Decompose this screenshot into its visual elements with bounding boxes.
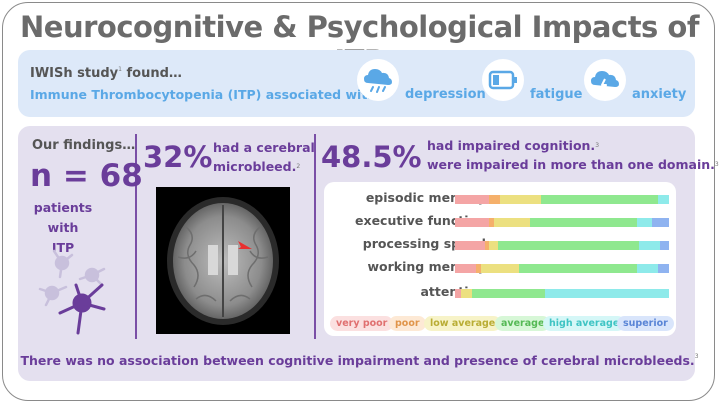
bar-segment-poor [484,241,490,250]
microbleed-percent: 32% [143,140,213,174]
bar-segment-high-average [544,289,669,298]
findings-heading: Our findings… [32,138,136,153]
bar-segment-poor [476,264,481,273]
anxiety-label: anxiety [632,87,687,102]
fatigue-label: fatigue [530,87,583,102]
patients-line-2: ITP [51,240,75,255]
bar-segment-average [519,264,637,273]
sample-size: n = 68 [30,158,143,194]
cognition-percent: 48.5% [321,140,422,174]
iwish-found-label: found… [121,66,182,81]
iwish-study-label: IWISh study [30,66,119,81]
iwish-heading: IWISh study1 found… [30,66,182,81]
reference-3a: 3 [595,142,600,149]
bar-segment-superior [660,241,669,250]
legend-item: high average [543,316,626,331]
depression-label: depression [405,87,486,102]
divider-right [314,134,316,339]
footer-text: There was no association between cogniti… [20,353,695,368]
domain-label: executive function [355,213,486,228]
footer-conclusion: There was no association between cogniti… [0,353,719,368]
legend-item: average [495,316,551,331]
bar-segment-very-poor [455,289,462,298]
bar-segment-poor [489,195,500,204]
itp-association-text: Immune Thrombocytopenia (ITP) associated… [30,87,377,102]
bar-segment-high-average [636,218,652,227]
bar-segment-low-average [493,218,530,227]
reference-3b: 3 [714,161,719,168]
bar-segment-poor [489,218,494,227]
bar-segment-superior [658,264,669,273]
domain-bar [455,264,669,273]
multi-domain-label: were impaired in more than one domain. [427,157,715,172]
bar-segment-very-poor [455,241,485,250]
microbleed-arrow-icon [238,241,252,249]
bar-segment-very-poor [455,218,490,227]
cognition-line-2: were impaired in more than one domain.3 [427,155,719,174]
bar-segment-very-poor [455,195,490,204]
cognition-text: had impaired cognition.3 were impaired i… [427,136,719,174]
domain-bar [455,195,669,204]
divider-left [135,134,137,339]
bar-segment-low-average [461,289,473,298]
iwish-summary-box: IWISh study1 found… Immune Thrombocytope… [18,50,695,117]
bar-segment-average [529,218,637,227]
bar-segment-very-poor [455,264,477,273]
reference-2: 2 [296,163,301,170]
microbleed-line-2: microbleed.2 [213,157,315,176]
domain-bar [455,218,669,227]
domain-bar [455,241,669,250]
bar-segment-high-average [639,241,661,250]
impaired-cognition-label: had impaired cognition. [427,138,596,153]
domain-bar [455,289,669,298]
patients-line-1: patients with [33,200,93,235]
bar-segment-average [540,195,659,204]
storm-cloud-icon [584,59,626,101]
bar-segment-low-average [499,195,541,204]
microbleed-line-1: had a cerebral [213,140,315,155]
bar-segment-low-average [489,241,498,250]
neuron-illustration-icon [38,249,106,335]
bar-segment-average [497,241,639,250]
bar-segment-average [472,289,545,298]
bar-segment-high-average [636,264,659,273]
bar-segment-high-average [658,195,669,204]
legend-item: very poor [330,316,394,331]
low-battery-icon [482,59,524,101]
legend-item: low average [424,316,502,331]
reference-1: 1 [118,66,122,73]
bar-segment-low-average [480,264,520,273]
legend-item: poor [389,316,426,331]
patients-label: patients with ITP [28,198,98,258]
reference-3c: 3 [694,353,699,360]
cognition-chart-card [324,182,676,336]
microbleed-word: microbleed. [213,159,297,174]
rain-cloud-icon [357,59,399,101]
bar-segment-superior [651,218,669,227]
legend-item: superior [617,316,674,331]
brain-mri-image [156,187,290,334]
cognition-line-1: had impaired cognition.3 [427,136,719,155]
microbleed-text: had a cerebral microbleed.2 [213,138,315,176]
